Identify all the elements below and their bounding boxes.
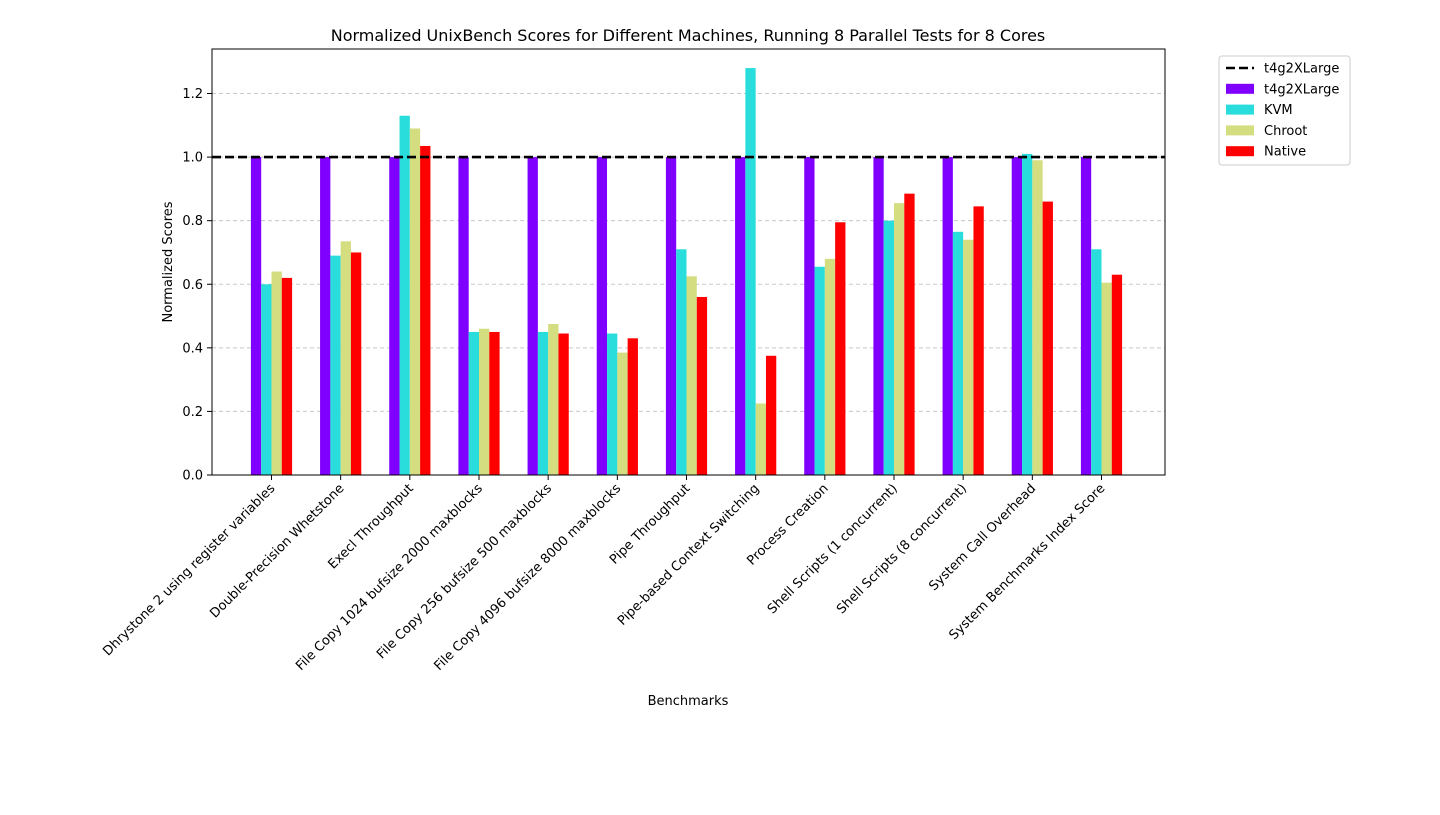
y-tick-label: 0.8 [182,214,203,229]
bar-kvm-3 [468,331,479,475]
bar-t4g2xlarge-3 [458,157,469,476]
legend-label-chroot: Chroot [1264,124,1307,139]
bar-native-7 [765,355,777,475]
bar-native-4 [558,333,569,475]
bar-kvm-4 [537,331,549,475]
y-tick-label: 0.4 [182,341,203,356]
legend-frame [1218,55,1351,166]
bar-native-0 [281,277,293,475]
x-tick-label: Shell Scripts (8 concurrent) [834,481,970,617]
bar-native-8 [835,222,846,475]
bar-t4g2xlarge-12 [1080,157,1092,476]
bar-kvm-12 [1091,249,1102,475]
bar-t4g2xlarge-7 [735,157,746,476]
y-tick-label: 0.0 [182,469,203,484]
bar-t4g2xlarge-0 [250,157,262,476]
x-axis-label: Benchmarks [648,694,729,709]
y-tick-label: 1.2 [182,87,203,102]
bar-t4g2xlarge-9 [873,157,884,476]
legend-swatch-chroot [1226,125,1254,136]
bar-t4g2xlarge-10 [942,157,953,476]
bar-chroot-10 [963,239,974,475]
bar-kvm-0 [261,284,272,475]
bar-kvm-1 [330,255,341,475]
bar-native-12 [1111,274,1123,475]
bar-chroot-11 [1032,160,1043,475]
bar-kvm-7 [745,68,756,476]
bar-native-3 [489,331,500,475]
bar-chroot-0 [271,271,282,475]
y-ticks: 0.0 0.2 0.4 0.6 0.8 1.0 1.2 [182,87,212,484]
legend-label-baseline: t4g2XLarge [1264,62,1339,77]
legend-swatch-kvm [1226,104,1254,115]
bar-chroot-7 [755,403,766,475]
bar-native-11 [1042,201,1053,475]
bar-native-10 [973,206,984,476]
legend: t4g2XLarge t4g2XLarge KVM Chroot Native [1218,55,1351,166]
y-tick-label: 0.6 [182,278,203,293]
bar-kvm-5 [607,333,618,475]
bar-chroot-6 [686,276,697,475]
legend-label-kvm: KVM [1264,103,1293,118]
bar-kvm-11 [1022,153,1033,475]
bar-chroot-4 [548,323,559,475]
bar-native-6 [696,296,708,475]
bar-kvm-6 [676,249,687,475]
x-ticks: Dhrystone 2 using register variablesDoub… [100,475,1108,674]
bar-chroot-3 [479,328,490,475]
bar-t4g2xlarge-2 [389,157,400,476]
bar-native-1 [350,252,362,475]
y-axis-label: Normalized Scores [161,201,176,322]
legend-label-native: Native [1264,145,1306,160]
bar-chroot-8 [824,258,836,475]
bar-native-2 [420,145,431,475]
chart-title: Normalized UnixBench Scores for Differen… [331,26,1046,45]
bar-t4g2xlarge-5 [596,157,608,476]
y-tick-label: 1.0 [182,151,203,166]
bar-chroot-12 [1101,282,1112,475]
bar-kvm-8 [814,266,825,475]
bar-chroot-5 [617,352,628,475]
x-tick-label: Double-Precision Whetstone [207,481,347,621]
plot-frame [211,48,1166,476]
x-tick-label: Shell Scripts (1 concurrent) [765,481,901,617]
bar-chroot-1 [340,241,351,475]
bar-t4g2xlarge-1 [320,157,331,476]
bars [250,68,1123,476]
bar-t4g2xlarge-8 [804,157,815,476]
bar-kvm-9 [883,220,894,475]
x-tick-label: Pipe-based Context Switching [615,481,763,629]
legend-swatch-t4g2xlarge [1226,83,1254,94]
bar-kvm-10 [952,231,964,475]
y-tick-label: 0.2 [182,405,203,420]
bar-native-9 [904,193,915,476]
bar-t4g2xlarge-6 [665,157,677,476]
x-tick-label: System Benchmarks Index Score [946,481,1108,643]
bar-t4g2xlarge-4 [527,157,538,476]
bar-t4g2xlarge-11 [1011,157,1023,476]
bar-kvm-2 [399,115,410,475]
legend-swatch-native [1226,146,1254,157]
bar-chroot-2 [409,128,421,476]
bar-chroot-9 [894,203,905,475]
legend-label-t4g2xlarge: t4g2XLarge [1264,82,1339,97]
bar-native-5 [627,338,638,475]
